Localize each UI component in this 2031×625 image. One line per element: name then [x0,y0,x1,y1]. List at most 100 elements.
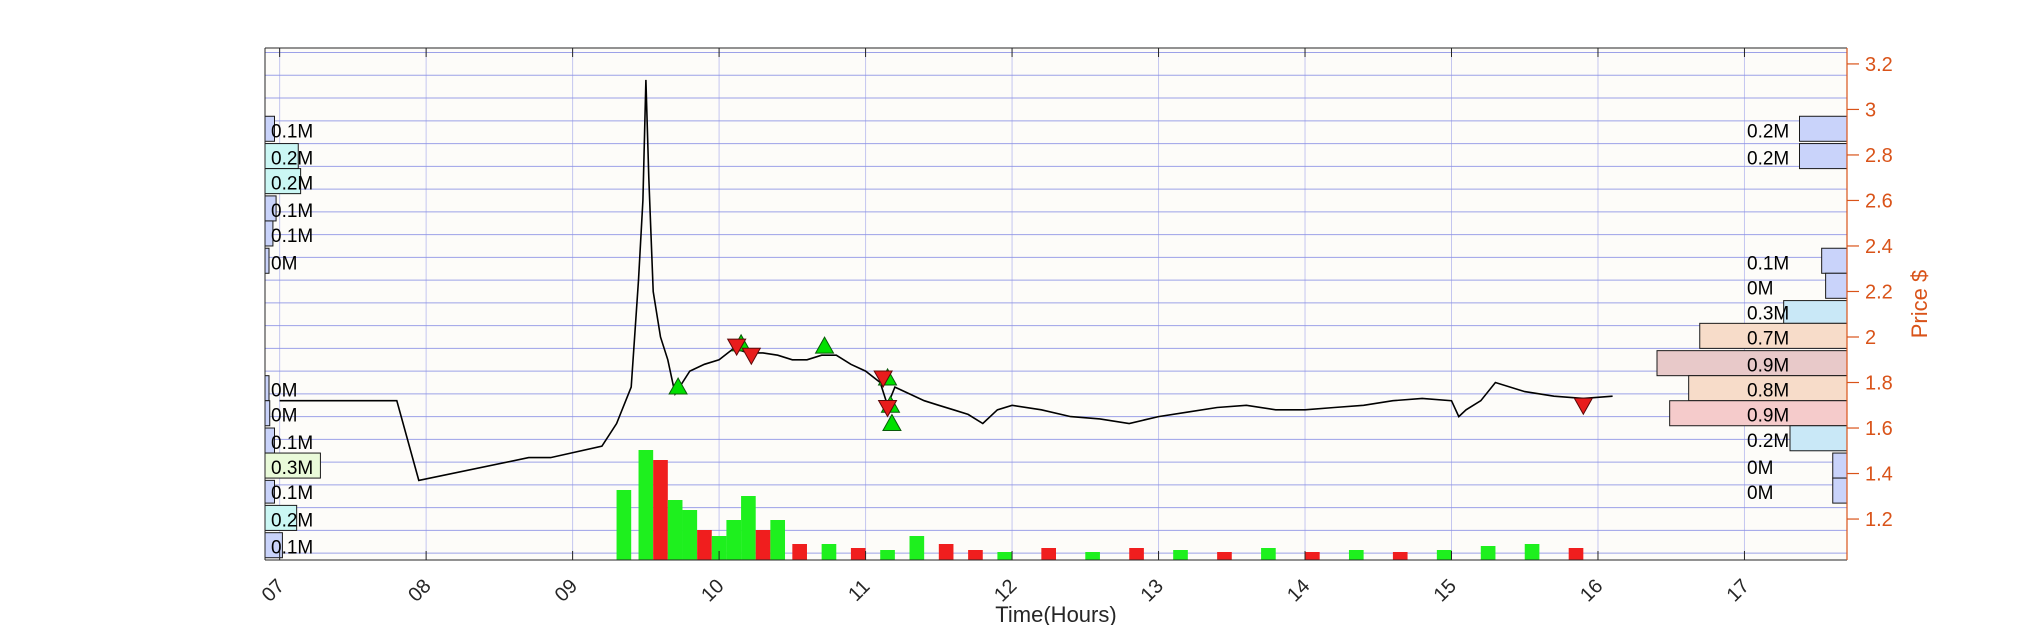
sell-marker [877,400,898,418]
volume-profile-bar [1688,375,1848,402]
volume-bar [909,536,925,560]
volume-bar [1480,546,1496,560]
y-tick-label: 1.2 [1865,509,1893,531]
volume-profile-label: 0M [1747,483,1773,504]
volume-bar [770,520,786,560]
volume-bar [1392,552,1408,560]
buy-marker [814,336,835,354]
volume-bar [1305,552,1320,560]
volume-bar [1436,550,1452,560]
volume-bar [968,550,983,560]
volume-bar [880,550,895,560]
volume-profile-bar [264,168,302,195]
volume-profile-label: 0.2M [271,174,313,195]
volume-bar [821,544,837,560]
volume-profile-bar [1669,400,1848,427]
y-tick-label: 2 [1865,327,1876,349]
volume-bar [1217,552,1232,560]
volume-profile-label: 0.9M [1747,356,1789,377]
volume-profile-label: 0.1M [271,201,313,222]
volume-profile-bar [1821,247,1848,274]
volume-profile-bar [1799,143,1848,170]
buy-marker [668,377,688,395]
volume-bar [755,530,771,560]
sell-marker [873,370,894,388]
y-tick-label: 2.6 [1865,190,1893,212]
volume-bar [682,510,698,560]
volume-bar [726,520,742,560]
volume-bar [1173,550,1188,560]
y-tick-label: 2.8 [1865,145,1893,167]
volume-profile-label: 0.1M [271,226,313,247]
volume-profile-bar [1799,115,1848,142]
volume-profile-label: 0.9M [1747,406,1789,427]
y-tick-label: 1.8 [1865,373,1893,395]
volume-profile-label: 0.3M [271,458,313,479]
volume-bar [1348,550,1364,560]
volume-profile-label: 0.1M [271,538,313,559]
volume-profile-bar [264,400,271,427]
volume-profile-label: 0.1M [1747,253,1789,274]
volume-profile-bar [264,247,270,274]
volume-bar [711,536,727,560]
volume-bar [1129,548,1144,560]
plot-background [265,48,1847,560]
volume-profile-label: 0.3M [1747,303,1789,324]
volume-bar [616,490,632,560]
volume-profile-bar [1832,477,1848,504]
volume-bar [653,460,668,560]
y-tick-label: 2.2 [1865,281,1893,303]
sell-marker [726,338,747,357]
price-series [279,79,1613,482]
plot-area [265,48,1847,560]
y-tick-label: 2.4 [1865,236,1893,258]
volume-bar [792,544,807,560]
volume-profile-bar [1832,452,1848,479]
volume-bar [667,500,683,560]
buy-marker [882,413,902,431]
volume-profile-label: 0.1M [271,433,313,454]
volume-profile-label: 0.1M [271,483,313,504]
volume-profile-label: 0.2M [271,149,313,170]
volume-profile-label: 0.2M [1747,149,1789,170]
volume-bar [697,530,712,560]
volume-bar [938,544,954,560]
volume-profile-right: 0.2M 0.2M 0.1M 0M 0.3M 0.7M 0.9M 0.8M 0.9M 0.2M 0M… [1656,115,1848,504]
volume-profile-bar [1783,300,1848,324]
volume-profile-bar [1825,272,1848,299]
volume-bar [850,548,866,560]
volume-profile-label: 0.7M [1747,328,1789,349]
sell-marker [1573,397,1594,416]
y-tick-label: 1.4 [1865,464,1893,486]
volume-profile-left: 0.1M 0.2M 0.2M 0.1M 0.1M 0M 0M 0M 0.1M 0.3M 0.1M 0.… [264,115,321,559]
volume-profile-label: 0M [271,381,297,402]
volume-bar [1041,548,1056,560]
signal-markers [668,333,1594,431]
grid-lines [265,48,1847,560]
volume-bar [1261,548,1276,560]
volume-profile-label: 0.1M [271,121,313,142]
volume-profile-bar [264,375,270,402]
y-tick-label: 3.2 [1865,54,1893,76]
volume-profile-bar [264,452,321,479]
volume-bar [1524,544,1540,560]
x-axis-title: Time(Hours) [995,602,1116,625]
volume-bar [1085,552,1100,560]
volume-profile-bar [1789,425,1848,452]
volume-bar [997,552,1013,560]
volume-profile-label: 0.2M [1747,121,1789,142]
price-line [279,79,1613,482]
volume-bar [638,450,654,560]
volume-bar [1568,548,1584,560]
volume-profile-label: 0.2M [1747,431,1789,452]
volume-profile-label: 0M [271,253,297,274]
volume-profile-label: 0.2M [271,510,313,531]
volume-profile-label: 0M [271,406,297,427]
volume-bar [741,496,756,560]
volume-profile-label: 0M [1747,458,1773,479]
sell-marker [741,347,762,366]
volume-bars [616,450,1584,560]
y-tick-label: 3 [1865,99,1876,121]
volume-profile-label: 0M [1747,278,1773,299]
